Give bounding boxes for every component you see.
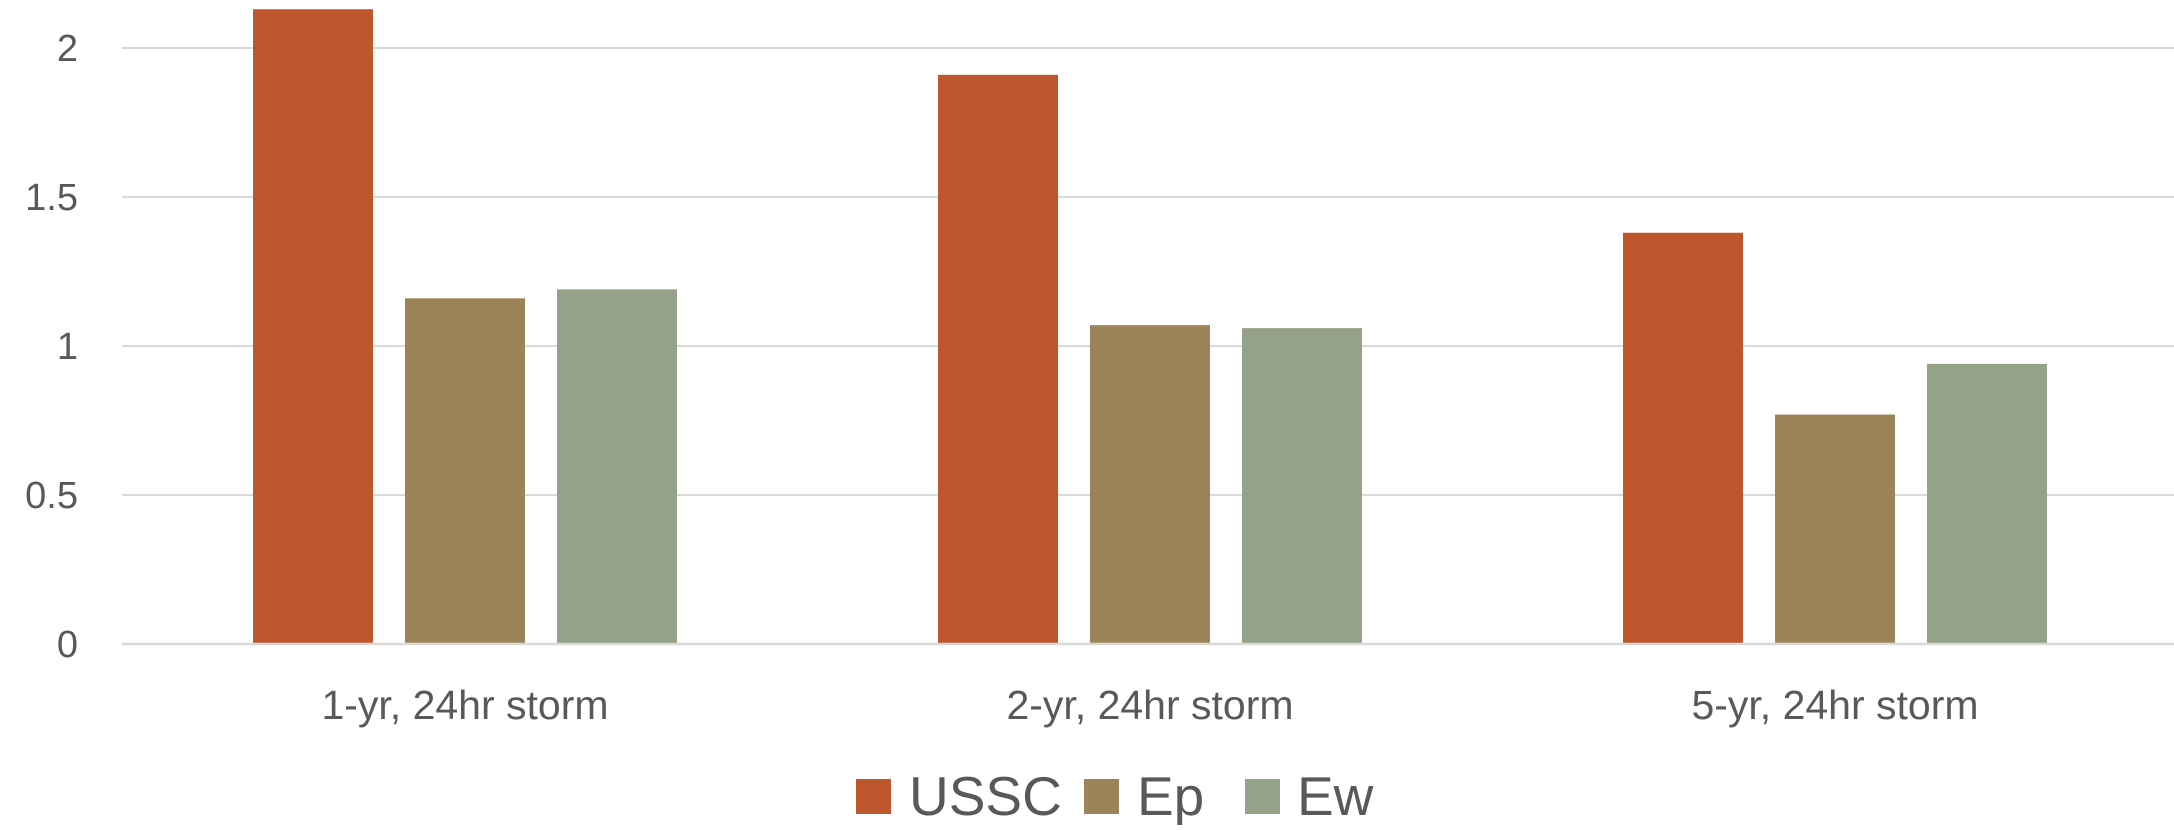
legend-item-ussc: USSC <box>856 765 1062 827</box>
y-tick-label: 2 <box>57 28 78 70</box>
y-tick-label: 1.5 <box>25 177 78 219</box>
bar-ussc-3 <box>1623 232 1743 644</box>
x-category-label: 5-yr, 24hr storm <box>1691 682 1978 728</box>
x-category-label: 1-yr, 24hr storm <box>321 682 608 728</box>
legend-label: Ep <box>1137 765 1204 825</box>
bar-ep-2 <box>1090 325 1210 644</box>
legend-item-ep: Ep <box>1084 765 1204 827</box>
x-category-label: 2-yr, 24hr storm <box>1006 682 1293 728</box>
bar-ew-3 <box>1927 363 2047 644</box>
bar-ew-2 <box>1242 328 1362 644</box>
y-axis-tick-labels: 0 0.5 1 1.5 2 <box>25 28 78 666</box>
y-tick-label: 0 <box>57 624 78 666</box>
legend-swatch <box>1084 779 1119 814</box>
legend-swatch <box>856 779 891 814</box>
legend-label: USSC <box>909 765 1062 825</box>
bar-ep-3 <box>1775 414 1895 644</box>
bars <box>253 9 2047 644</box>
legend: USSC Ep Ew <box>856 765 1374 827</box>
bar-ew-1 <box>557 289 677 644</box>
y-tick-label: 1 <box>57 326 78 368</box>
legend-item-ew: Ew <box>1245 765 1374 827</box>
bar-ussc-1 <box>253 9 373 644</box>
legend-swatch <box>1245 779 1280 814</box>
x-axis-category-labels: 1-yr, 24hr storm 2-yr, 24hr storm 5-yr, 24… <box>321 682 1978 728</box>
legend-label: Ew <box>1297 765 1374 825</box>
bar-ussc-2 <box>938 74 1058 644</box>
bar-ep-1 <box>405 298 525 644</box>
y-tick-label: 0.5 <box>25 475 78 517</box>
